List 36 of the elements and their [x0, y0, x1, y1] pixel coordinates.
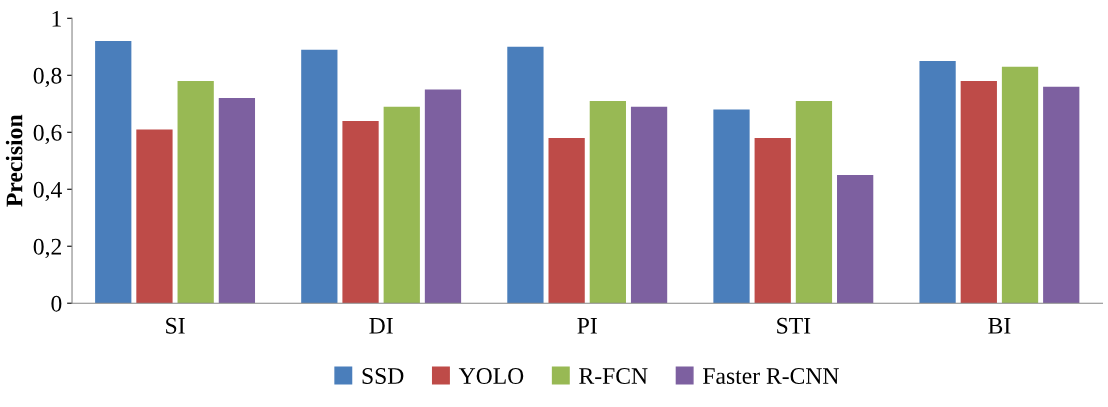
y-tick-label: 0,8	[33, 67, 62, 88]
x-tick-label: BI	[988, 318, 1011, 334]
bar	[136, 129, 173, 304]
bar	[548, 137, 585, 304]
bar	[960, 80, 997, 304]
x-tick-label: PI	[577, 318, 597, 334]
bar	[837, 175, 874, 304]
bar	[795, 100, 833, 304]
legend-label: YOLO	[458, 368, 524, 384]
bar	[630, 106, 668, 304]
y-tick-label: 0,2	[33, 238, 61, 259]
bar	[383, 106, 420, 304]
x-tick-label: DI	[369, 318, 393, 334]
x-tick-label: SI	[166, 317, 185, 334]
y-tick-label: 0	[51, 295, 62, 312]
bar	[1043, 86, 1080, 304]
bar	[301, 49, 338, 304]
legend-label: R-FCN	[579, 368, 648, 384]
y-tick-label: 0,4	[33, 181, 62, 202]
bar	[342, 120, 379, 304]
y-tick-label: 0,6	[33, 124, 62, 145]
y-tick-label: 1	[52, 10, 61, 27]
bar	[95, 41, 132, 304]
y-axis-title: Precision	[5, 114, 23, 207]
bar	[218, 98, 256, 304]
bar	[507, 46, 544, 304]
bar	[177, 80, 214, 304]
bar	[713, 109, 750, 304]
bar	[919, 61, 956, 304]
x-tick-label: STI	[777, 317, 811, 334]
legend-label: SSD	[362, 368, 404, 384]
bar	[1001, 66, 1039, 304]
bar	[589, 100, 626, 304]
bar	[754, 137, 791, 304]
legend-label: Faster R-CNN	[703, 368, 839, 384]
bar	[424, 89, 462, 304]
